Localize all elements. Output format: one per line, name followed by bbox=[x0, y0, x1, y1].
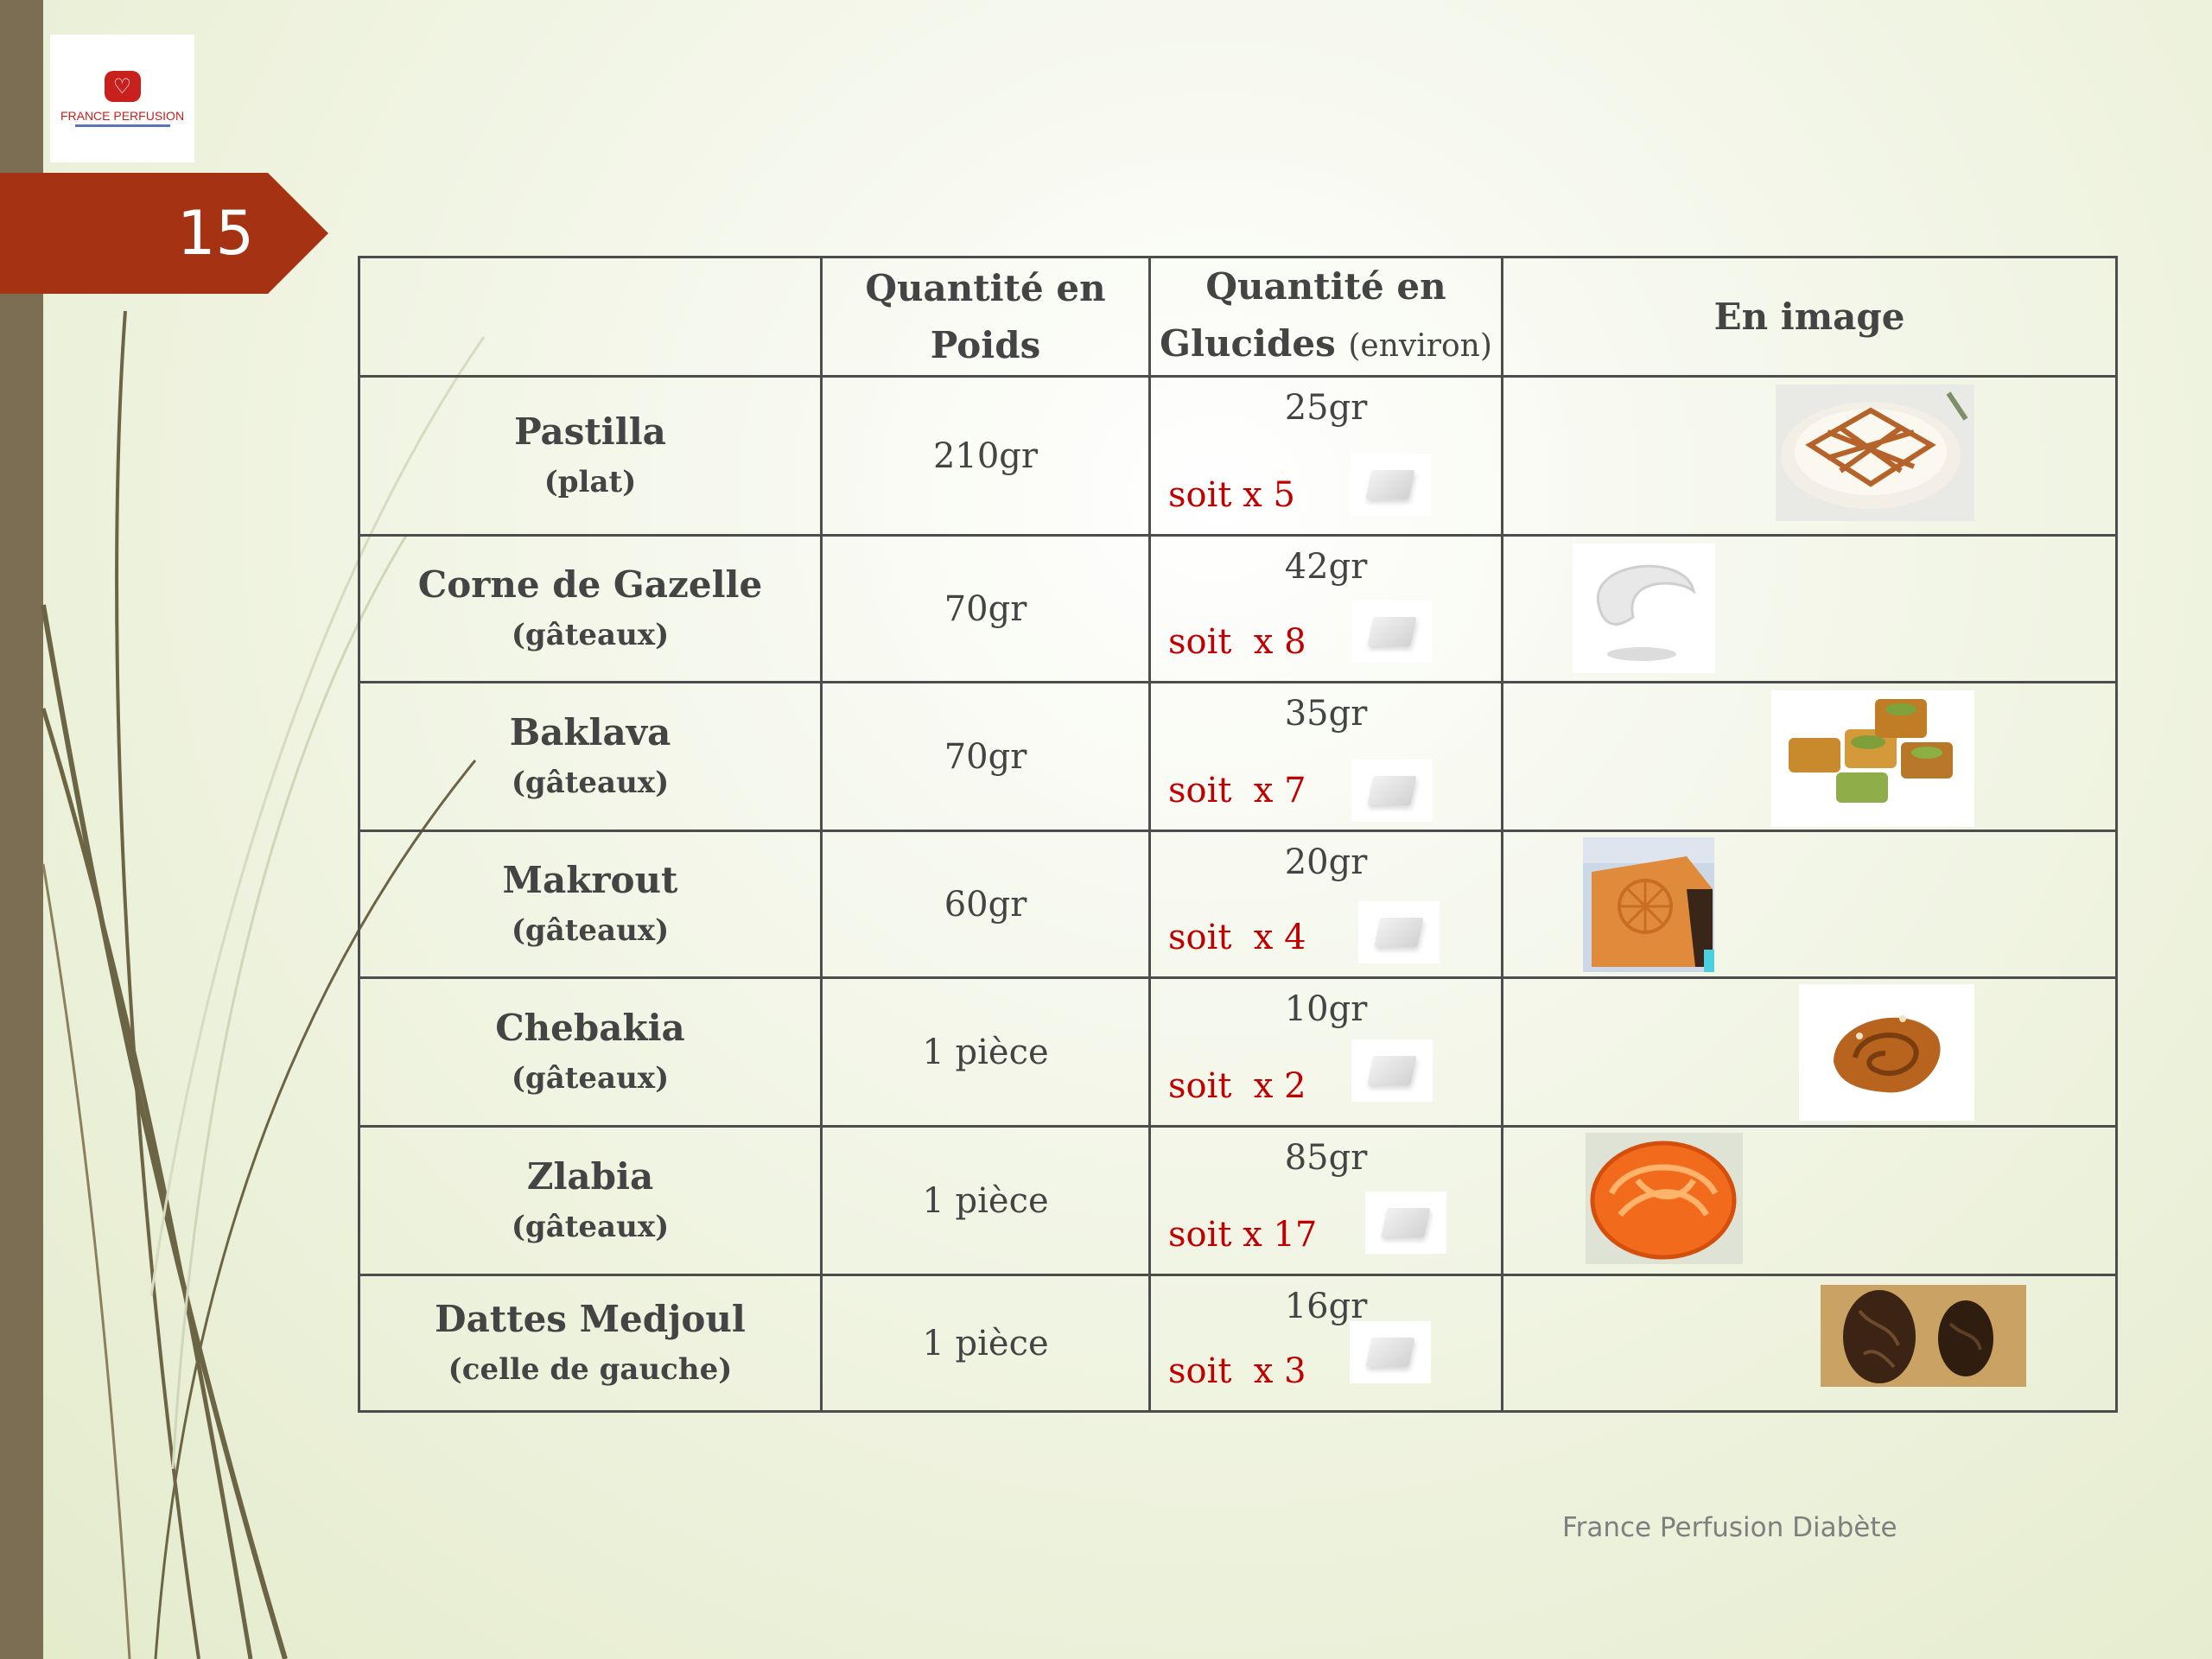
glucides-cell: 25gr soit x 5 bbox=[1148, 375, 1503, 537]
poids-cell: 210gr bbox=[820, 375, 1151, 537]
header-image-label: En image bbox=[1713, 295, 1905, 338]
header-name bbox=[358, 256, 823, 378]
sugar-cube-icon bbox=[1351, 601, 1433, 663]
glucides-value: 10gr bbox=[1284, 989, 1368, 1029]
dattes-photo-icon bbox=[1821, 1285, 2026, 1387]
footer-text: France Perfusion Diabète bbox=[1562, 1512, 1897, 1543]
sugar-cube-count: soit x 3 bbox=[1168, 1351, 1306, 1391]
header-glucides-label: Quantité en Glucides bbox=[1160, 265, 1446, 365]
food-name: Baklava bbox=[509, 710, 671, 753]
glucides-cell: 85gr soit x 17 bbox=[1148, 1125, 1503, 1276]
table-row: Baklava (gâteaux) 70gr 35gr soit x 7 bbox=[358, 681, 2118, 832]
poids-cell: 1 pièce bbox=[820, 976, 1151, 1128]
makrout-photo-icon bbox=[1583, 837, 1714, 972]
food-category: (gâteaux) bbox=[511, 617, 670, 652]
table-header-row: Quantité en Poids Quantité en Glucides (… bbox=[358, 256, 2118, 378]
poids-cell: 70gr bbox=[820, 534, 1151, 683]
sugar-cube-icon bbox=[1350, 454, 1431, 516]
table-row: Corne de Gazelle (gâteaux) 70gr 42gr soi… bbox=[358, 534, 2118, 683]
table-row: Pastilla (plat) 210gr 25gr soit x 5 bbox=[358, 375, 2118, 537]
poids-cell: 60gr bbox=[820, 830, 1151, 979]
food-name: Zlabia bbox=[526, 1154, 654, 1198]
logo-tagline bbox=[74, 124, 170, 127]
image-cell bbox=[1501, 976, 2118, 1128]
table-row: Makrout (gâteaux) 60gr 20gr soit x 4 bbox=[358, 830, 2118, 979]
food-name-cell: Zlabia (gâteaux) bbox=[358, 1125, 823, 1276]
glucides-cell: 10gr soit x 2 bbox=[1148, 976, 1503, 1128]
food-name-cell: Corne de Gazelle (gâteaux) bbox=[358, 534, 823, 683]
image-cell bbox=[1501, 830, 2118, 979]
glucides-cell: 16gr soit x 3 bbox=[1148, 1274, 1503, 1413]
slide-number: 15 bbox=[0, 173, 328, 294]
image-cell bbox=[1501, 534, 2118, 683]
sugar-cube-count: soit x 8 bbox=[1168, 622, 1306, 662]
food-category: (gâteaux) bbox=[511, 765, 670, 800]
food-name: Dattes Medjoul bbox=[435, 1297, 746, 1340]
food-category: (plat) bbox=[543, 464, 637, 499]
sugar-cube-count: soit x 7 bbox=[1168, 771, 1306, 810]
food-category: (gâteaux) bbox=[511, 1209, 670, 1244]
table-row: Chebakia (gâteaux) 1 pièce 10gr soit x 2 bbox=[358, 976, 2118, 1128]
food-category: (gâteaux) bbox=[511, 1060, 670, 1096]
food-name-cell: Baklava (gâteaux) bbox=[358, 681, 823, 832]
poids-cell: 70gr bbox=[820, 681, 1151, 832]
food-category: (gâteaux) bbox=[511, 912, 670, 948]
baklava-photo-icon bbox=[1771, 690, 1974, 827]
logo-text: FRANCE PERFUSION bbox=[60, 108, 185, 123]
corne-de-gazelle-photo-icon bbox=[1573, 543, 1715, 673]
glucides-value: 25gr bbox=[1284, 388, 1368, 428]
sugar-cube-icon bbox=[1350, 1321, 1431, 1383]
header-poids: Quantité en Poids bbox=[820, 256, 1151, 378]
sugar-cube-count: soit x 5 bbox=[1168, 475, 1295, 515]
header-glucides: Quantité en Glucides (environ) bbox=[1148, 256, 1503, 378]
image-cell bbox=[1501, 681, 2118, 832]
glucides-value: 16gr bbox=[1284, 1287, 1368, 1326]
sugar-cube-icon bbox=[1358, 901, 1440, 963]
zlabia-photo-icon bbox=[1586, 1133, 1743, 1264]
sugar-cube-count: soit x 4 bbox=[1168, 918, 1306, 957]
glucides-cell: 35gr soit x 7 bbox=[1148, 681, 1503, 832]
pastilla-photo-icon bbox=[1776, 385, 1974, 521]
glucides-value: 35gr bbox=[1284, 694, 1368, 734]
table-row: Zlabia (gâteaux) 1 pièce 85gr soit x 17 bbox=[358, 1125, 2118, 1276]
heart-logo-icon: ♡ bbox=[104, 70, 141, 102]
image-cell bbox=[1501, 375, 2118, 537]
food-name-cell: Chebakia (gâteaux) bbox=[358, 976, 823, 1128]
glucides-cell: 20gr soit x 4 bbox=[1148, 830, 1503, 979]
food-name-cell: Dattes Medjoul (celle de gauche) bbox=[358, 1274, 823, 1413]
poids-cell: 1 pièce bbox=[820, 1274, 1151, 1413]
header-image: En image bbox=[1501, 256, 2118, 378]
header-glucides-note: (environ) bbox=[1348, 328, 1492, 364]
food-category: (celle de gauche) bbox=[448, 1351, 733, 1387]
sugar-cube-icon bbox=[1351, 760, 1433, 822]
poids-cell: 1 pièce bbox=[820, 1125, 1151, 1276]
food-name-cell: Makrout (gâteaux) bbox=[358, 830, 823, 979]
sugar-cube-count: soit x 17 bbox=[1168, 1215, 1318, 1255]
table-row: Dattes Medjoul (celle de gauche) 1 pièce… bbox=[358, 1274, 2118, 1413]
image-cell bbox=[1501, 1274, 2118, 1413]
sugar-cube-icon bbox=[1351, 1039, 1433, 1102]
glucides-value: 20gr bbox=[1284, 842, 1368, 882]
sugar-cube-icon bbox=[1365, 1192, 1446, 1254]
food-name-cell: Pastilla (plat) bbox=[358, 375, 823, 537]
header-poids-label: Quantité en Poids bbox=[865, 266, 1106, 366]
food-name: Makrout bbox=[502, 858, 678, 901]
food-name: Chebakia bbox=[495, 1006, 685, 1049]
sugar-content-table: Quantité en Poids Quantité en Glucides (… bbox=[358, 256, 2118, 1413]
glucides-cell: 42gr soit x 8 bbox=[1148, 534, 1503, 683]
chebakia-photo-icon bbox=[1799, 984, 1974, 1121]
glucides-value: 85gr bbox=[1284, 1138, 1368, 1178]
food-name: Corne de Gazelle bbox=[417, 563, 763, 606]
image-cell bbox=[1501, 1125, 2118, 1276]
sugar-cube-count: soit x 2 bbox=[1168, 1066, 1306, 1106]
glucides-value: 42gr bbox=[1284, 547, 1368, 587]
france-perfusion-logo: ♡ FRANCE PERFUSION bbox=[50, 35, 194, 162]
food-name: Pastilla bbox=[514, 410, 666, 453]
